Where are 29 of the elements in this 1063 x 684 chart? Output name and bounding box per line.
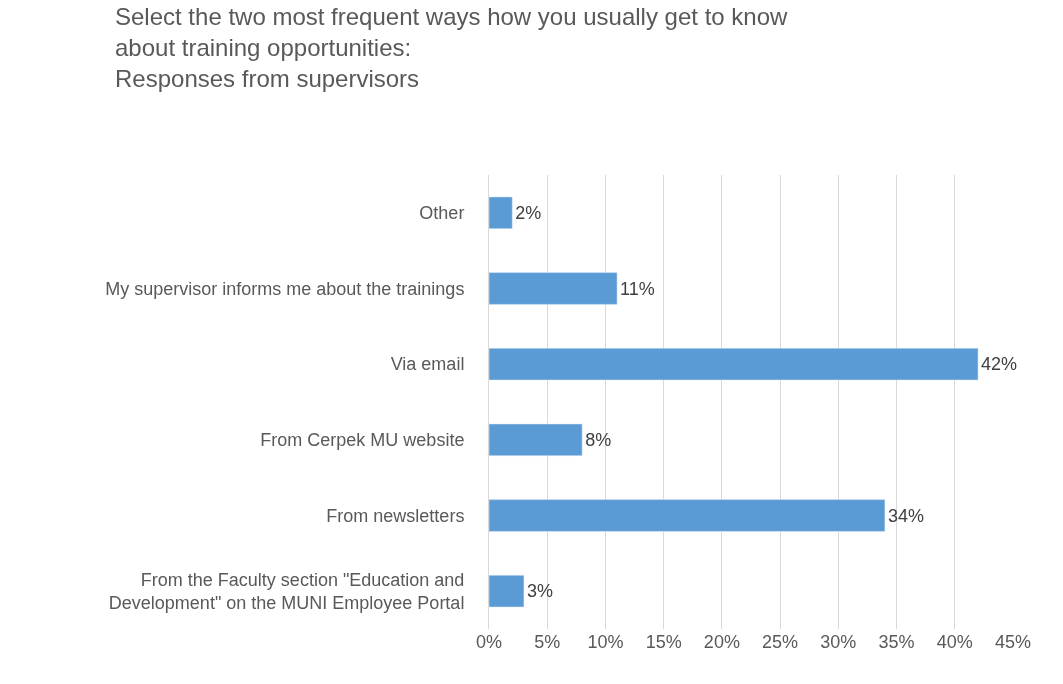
x-tick-label: 25% [762, 632, 799, 652]
x-tick-label: 0% [475, 632, 503, 652]
x-tick-label: 20% [703, 632, 740, 652]
bar [489, 499, 886, 532]
data-label: 8% [585, 429, 612, 450]
data-label: 2% [515, 202, 542, 223]
bar [489, 348, 979, 381]
x-tick-label: 15% [645, 632, 682, 652]
y-tick-label: From the Faculty section "Education and Development" on the MUNI Employee Portal [108, 569, 465, 614]
data-label: 3% [526, 581, 553, 602]
x-tick-label: 30% [820, 632, 857, 652]
bar [489, 575, 525, 608]
x-tick-label: 5% [534, 632, 561, 652]
y-tick-label: My supervisor informs me about the trainings [105, 278, 465, 299]
y-tick-label: From Cerpek MU website [260, 430, 465, 451]
x-tick-label: 40% [936, 632, 973, 652]
x-tick-label: 35% [878, 632, 915, 652]
y-tick-label: From newsletters [326, 505, 465, 526]
bar [489, 272, 618, 305]
x-tick-label: 10% [587, 632, 624, 652]
data-label: 42% [981, 354, 1018, 375]
bar [489, 196, 513, 229]
y-tick-label: Other [419, 203, 465, 224]
chart-title: Select the two most frequent ways how you usually get to know about training opportunities: Responses from supervisors [115, 3, 789, 93]
data-label: 11% [620, 278, 655, 299]
y-tick-label: Via email [390, 354, 465, 375]
bar [489, 423, 583, 456]
x-tick-label: 45% [994, 632, 1032, 652]
data-label: 34% [887, 505, 924, 526]
